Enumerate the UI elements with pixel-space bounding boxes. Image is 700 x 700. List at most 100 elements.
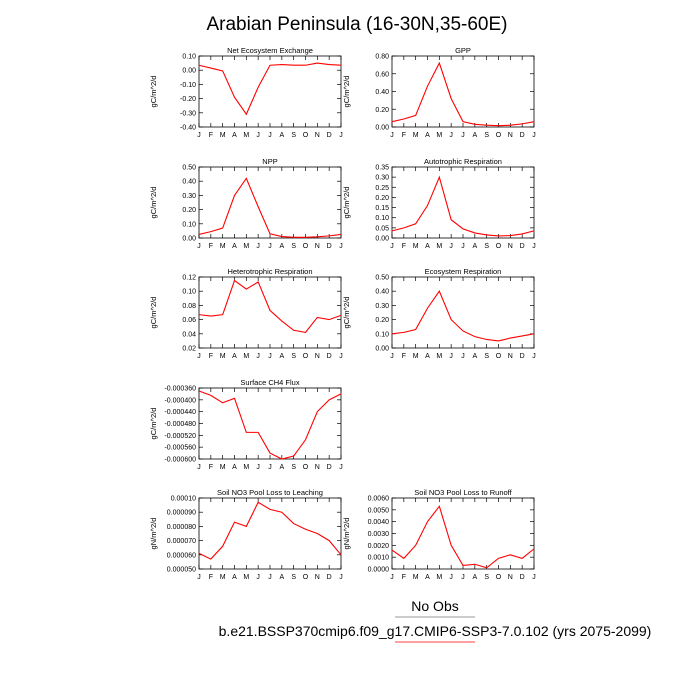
x-tick-label: F (402, 353, 406, 360)
legend-label-model: b.e21.BSSP370cmip6.f09_g17.CMIP6-SSP3-7.… (219, 623, 652, 639)
y-tick-label: 0.0030 (368, 531, 390, 538)
x-tick-label: D (327, 243, 332, 250)
series-line (391, 175, 535, 237)
y-tick-label: 0.50 (182, 165, 196, 172)
x-tick-label: A (279, 574, 284, 581)
x-tick-label: F (209, 243, 213, 250)
x-tick-label: D (520, 243, 525, 250)
x-tick-label: J (339, 464, 343, 471)
x-tick-label: J (197, 574, 201, 581)
y-tick-label: 0.30 (375, 303, 389, 310)
x-tick-label: M (413, 132, 419, 139)
panel-heterotrophic-respiration: Heterotrophic Respiration gC/m^2/d 0.12 0.1… (149, 267, 343, 360)
y-tick-label: 0.30 (375, 175, 389, 182)
x-tick-label: J (256, 243, 260, 250)
plot-frame (198, 166, 342, 239)
panel-soil-no3-pool-loss-to-leaching: Soil NO3 Pool Loss to Leaching gN/m^2/d 0.… (149, 488, 343, 581)
y-tick-label: 0.10 (375, 331, 389, 338)
x-tick-label: D (327, 464, 332, 471)
x-tick-label: D (520, 132, 525, 139)
y-tick-label: 0.0050 (368, 507, 390, 514)
y-tick-label: 0.40 (375, 89, 389, 96)
plot-frame (391, 166, 535, 239)
x-tick-label: N (508, 574, 513, 581)
x-tick-label: J (390, 574, 394, 581)
x-tick-label: A (232, 464, 237, 471)
y-tick-label: 0.30 (182, 193, 196, 200)
y-tick-label: 0.08 (182, 303, 196, 310)
x-tick-label: J (449, 574, 453, 581)
y-tick-label: 0.80 (375, 54, 389, 61)
y-tick-label: 0.04 (182, 331, 196, 338)
y-tick-label: -0.000480 (164, 421, 196, 428)
figure-title: Arabian Peninsula (16-30N,35-60E) (206, 14, 507, 35)
series-line (198, 177, 342, 238)
x-tick-label: M (413, 574, 419, 581)
x-tick-label: F (209, 464, 213, 471)
x-tick-label: J (268, 243, 272, 250)
x-tick-label: J (390, 353, 394, 360)
x-tick-label: D (520, 353, 525, 360)
x-tick-label: N (315, 243, 320, 250)
x-tick-label: A (279, 464, 284, 471)
x-tick-label: J (197, 132, 201, 139)
plot-frame (198, 55, 342, 128)
panel-title: Soil NO3 Pool Loss to Runoff (414, 488, 512, 497)
x-tick-label: S (484, 132, 489, 139)
x-tick-label: A (472, 574, 477, 581)
x-tick-label: J (532, 243, 536, 250)
x-tick-label: J (268, 353, 272, 360)
y-tick-label: 0.000070 (167, 538, 196, 545)
x-tick-label: J (197, 464, 201, 471)
x-tick-label: O (303, 243, 309, 250)
y-tick-label: 0.06 (182, 317, 196, 324)
panel-title: GPP (455, 46, 471, 55)
y-axis-label: gN/m^2/d (149, 518, 158, 550)
y-tick-label: 0.60 (375, 71, 389, 78)
x-tick-label: S (291, 574, 296, 581)
series-line (391, 505, 535, 569)
x-tick-label: D (520, 574, 525, 581)
panel-title: NPP (262, 157, 277, 166)
y-tick-label: 0.0040 (368, 519, 390, 526)
y-tick-label: 0.20 (375, 317, 389, 324)
x-tick-label: D (327, 574, 332, 581)
plot-frame (198, 276, 342, 349)
panel-title: Soil NO3 Pool Loss to Leaching (217, 488, 323, 497)
x-tick-label: M (436, 353, 442, 360)
x-tick-label: S (484, 574, 489, 581)
x-tick-label: A (279, 132, 284, 139)
x-tick-label: N (315, 353, 320, 360)
x-tick-label: J (197, 353, 201, 360)
x-tick-label: J (256, 353, 260, 360)
y-tick-label: -0.000400 (164, 397, 196, 404)
y-tick-label: 0.20 (375, 107, 389, 114)
x-tick-label: M (243, 132, 249, 139)
x-tick-label: M (243, 243, 249, 250)
y-tick-label: 0.00 (182, 236, 196, 243)
x-tick-label: O (496, 243, 502, 250)
series-line (198, 279, 342, 333)
y-tick-label: 0.12 (182, 275, 196, 282)
x-tick-label: J (449, 132, 453, 139)
y-tick-label: 0.00 (375, 236, 389, 243)
x-tick-label: M (436, 243, 442, 250)
x-tick-label: A (472, 243, 477, 250)
x-tick-label: J (390, 243, 394, 250)
legend-label-obs: No Obs (411, 598, 458, 614)
x-tick-label: A (232, 574, 237, 581)
x-tick-label: J (339, 574, 343, 581)
x-tick-label: J (461, 574, 465, 581)
y-tick-label: 0.00010 (171, 496, 196, 503)
legend: No Obs b.e21.BSSP370cmip6.f09_g17.CMIP6-… (219, 598, 652, 643)
x-tick-label: S (291, 464, 296, 471)
y-axis-label: gN/m^2/d (342, 518, 351, 550)
x-tick-label: D (327, 353, 332, 360)
y-tick-label: 0.00 (375, 125, 389, 132)
x-tick-label: M (220, 574, 226, 581)
y-tick-label: 0.0020 (368, 543, 390, 550)
panel-title: Heterotrophic Respiration (227, 267, 312, 276)
x-tick-label: N (315, 132, 320, 139)
